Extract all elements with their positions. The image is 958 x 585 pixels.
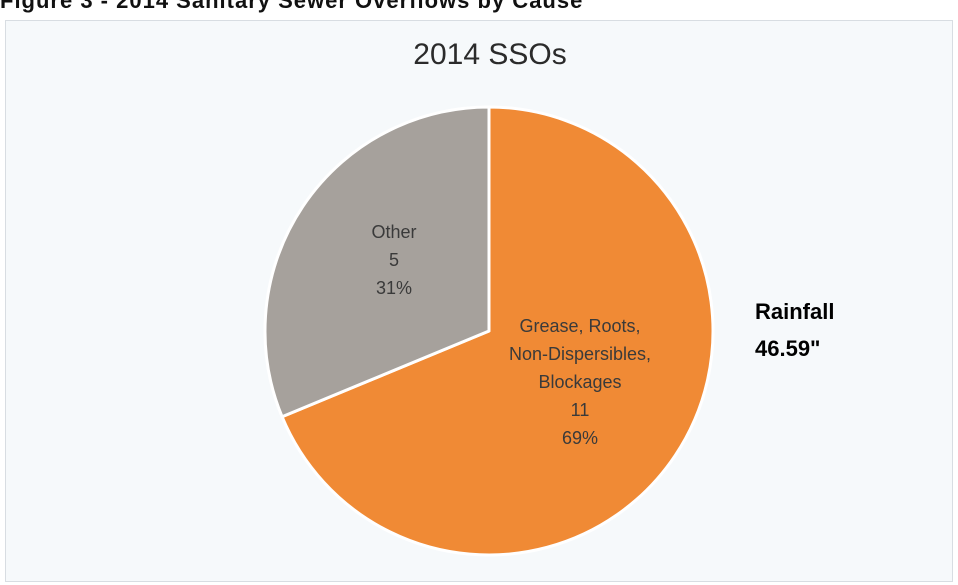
slice-category-text: Non-Dispersibles, xyxy=(509,344,651,364)
slice-percent-text: 31% xyxy=(376,278,412,298)
slice-label-1: Grease, Roots, Non-Dispersibles, Blockages… xyxy=(509,316,651,448)
pie-slices xyxy=(263,105,715,557)
chart-title: 2014 SSOs xyxy=(413,38,566,71)
pie-slice-1 xyxy=(280,105,715,557)
slice-label-2: Other 5 31% xyxy=(371,222,416,298)
cropped-header-label: Figure 3 - 2014 Sanitary Sewer Overflows… xyxy=(0,0,584,13)
rainfall-value: 46.59" xyxy=(755,336,820,361)
slice-percent-text: 69% xyxy=(562,428,598,448)
pie-labels: Grease, Roots, Non-Dispersibles, Blockages… xyxy=(371,222,651,448)
slice-category-text: Blockages xyxy=(538,372,621,392)
slice-category-text: Other xyxy=(371,222,416,242)
slice-count-text: 11 xyxy=(571,400,590,420)
slice-count-text: 5 xyxy=(389,250,399,270)
slice-category-text: Grease, Roots, xyxy=(519,316,640,336)
cropped-header-text: Figure 3 - 2014 Sanitary Sewer Overflows… xyxy=(0,0,958,20)
pie-slice-2 xyxy=(263,105,491,419)
rainfall-label: Rainfall xyxy=(755,299,834,324)
